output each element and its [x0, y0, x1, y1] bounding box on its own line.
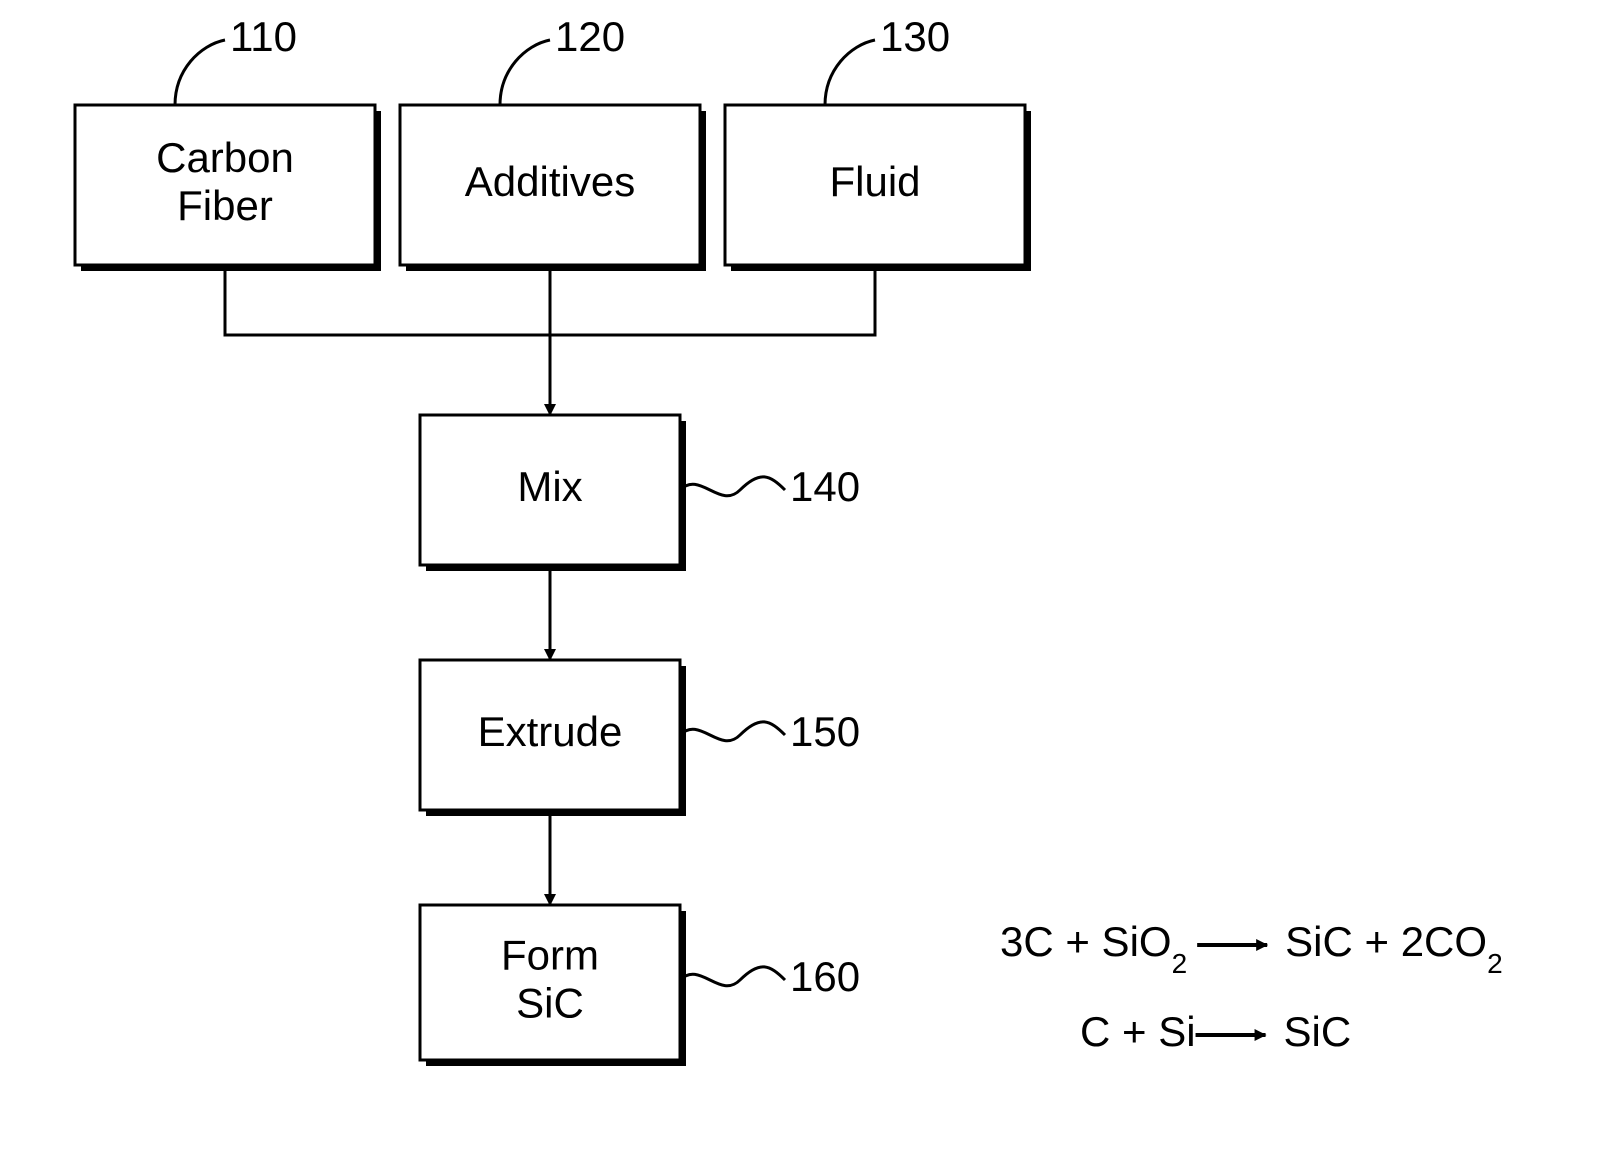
equation-0-part-1: 2	[1172, 948, 1188, 979]
n120-ref: 120	[555, 13, 625, 60]
n110-label-0: Carbon	[156, 134, 294, 181]
n130-ref: 130	[880, 13, 950, 60]
n110-ref: 110	[230, 13, 297, 60]
edge-poly-0	[225, 265, 550, 335]
equation-0-part-0: 3C + SiO	[1000, 918, 1172, 965]
n150-label-0: Extrude	[478, 708, 623, 755]
squiggle-n150	[680, 722, 785, 741]
n140-ref: 140	[790, 463, 860, 510]
leader-n110	[175, 40, 225, 105]
leader-n130	[825, 40, 875, 105]
squiggle-n160	[680, 967, 785, 986]
n160-label-0: Form	[501, 932, 599, 979]
equation-0-part-5: 2	[1487, 948, 1503, 979]
leader-n120	[500, 40, 550, 105]
equation-1-part-0: C + Si	[1080, 1008, 1196, 1055]
n120-label-0: Additives	[465, 158, 635, 205]
equation-1: C + Si SiC	[1080, 1008, 1351, 1055]
equation-0: 3C + SiO2 SiC + 2CO2	[1000, 918, 1503, 979]
equation-0-part-4: SiC + 2CO	[1285, 918, 1487, 965]
n130-label-0: Fluid	[829, 158, 920, 205]
equation-1-part-2: SiC	[1284, 1008, 1352, 1055]
n140-label-0: Mix	[517, 463, 582, 510]
n150-ref: 150	[790, 708, 860, 755]
n160-ref: 160	[790, 953, 860, 1000]
n160-label-1: SiC	[516, 980, 584, 1027]
squiggle-n140	[680, 477, 785, 496]
edge-poly-1	[550, 265, 875, 335]
n110-label-1: Fiber	[177, 182, 273, 229]
